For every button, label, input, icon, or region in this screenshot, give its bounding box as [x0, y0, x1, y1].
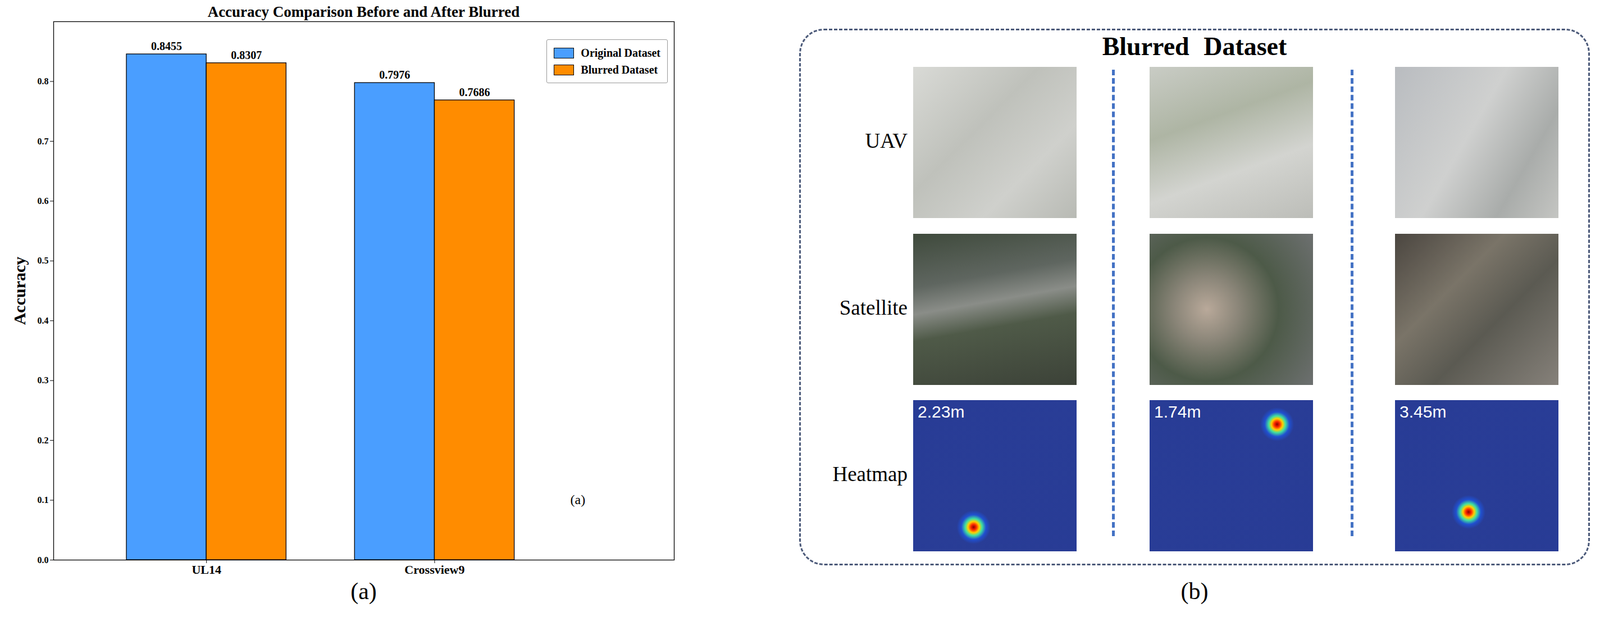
svg-text:0.7686: 0.7686: [459, 85, 491, 99]
svg-text:0.1: 0.1: [37, 494, 49, 505]
svg-text:0.6: 0.6: [37, 195, 49, 206]
html-text:Blurred Dataset: Blurred Dataset: [1102, 32, 1287, 61]
html-text:Accuracy Comparison Before and: Accuracy Comparison Before and After Blu…: [207, 3, 520, 21]
html-text:3.45m: 3.45m: [1399, 402, 1447, 421]
html-text:Satellite: Satellite: [839, 295, 908, 319]
html-text:Original Dataset: Original Dataset: [580, 46, 661, 59]
html-text:UAV: UAV: [865, 129, 908, 153]
svg-text:Crossview9: Crossview9: [404, 562, 465, 577]
html-text:(a): (a): [350, 577, 377, 604]
svg-text:0.5: 0.5: [37, 255, 49, 266]
html-text:1.74m: 1.74m: [1154, 402, 1201, 421]
html-text:Blurred Dataset: Blurred Dataset: [580, 63, 658, 76]
html-text:2.23m: 2.23m: [917, 402, 965, 421]
svg-text:0.0: 0.0: [37, 554, 49, 565]
html-text:(b): (b): [1180, 577, 1209, 604]
svg-text:0.8307: 0.8307: [230, 48, 262, 62]
svg-text:0.8: 0.8: [37, 76, 49, 86]
svg-text:0.8455: 0.8455: [151, 39, 182, 53]
svg-text:0.7976: 0.7976: [379, 68, 410, 81]
svg-text:0.4: 0.4: [37, 315, 49, 326]
html-text:Heatmap: Heatmap: [832, 462, 908, 486]
svg-text:0.2: 0.2: [37, 435, 49, 445]
svg-text:(a): (a): [570, 491, 586, 507]
svg-text:0.7: 0.7: [37, 136, 49, 147]
svg-text:0.3: 0.3: [37, 375, 49, 385]
svg-text:Accuracy: Accuracy: [10, 256, 29, 326]
svg-text:UL14: UL14: [191, 562, 222, 577]
